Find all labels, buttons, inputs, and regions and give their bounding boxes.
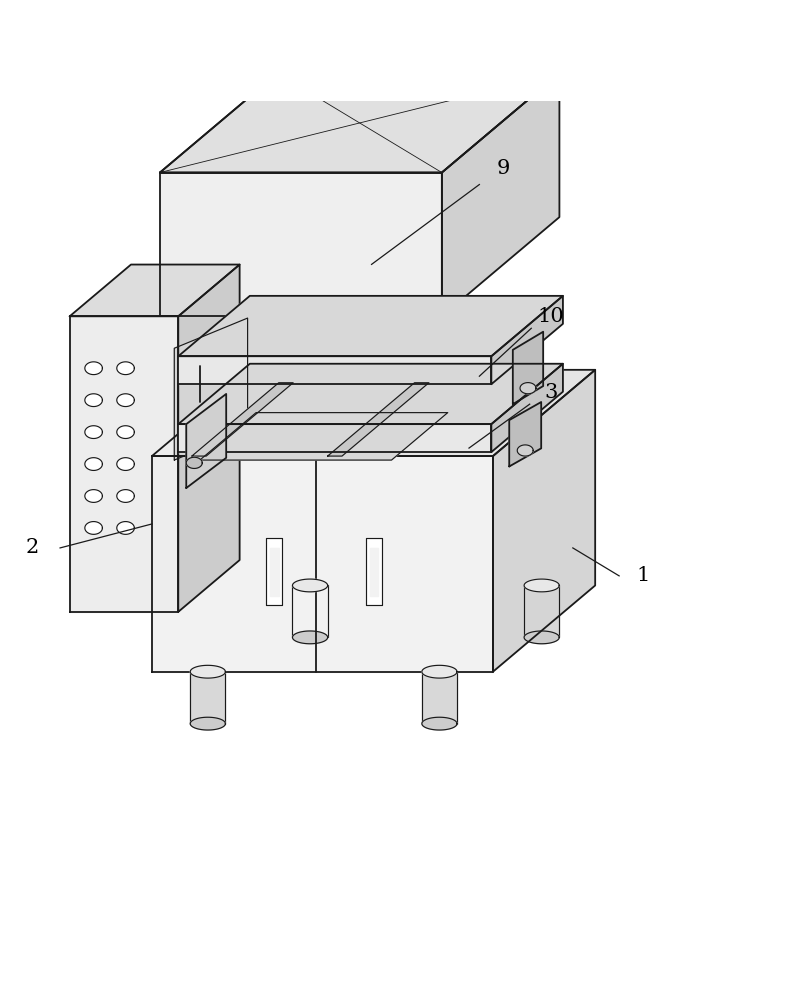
- Polygon shape: [328, 383, 429, 456]
- Polygon shape: [117, 458, 134, 470]
- Text: 3: 3: [545, 383, 558, 402]
- Polygon shape: [160, 73, 559, 173]
- Polygon shape: [524, 579, 559, 592]
- Polygon shape: [491, 296, 563, 384]
- Polygon shape: [190, 672, 225, 724]
- Polygon shape: [509, 402, 541, 466]
- Polygon shape: [178, 356, 491, 384]
- Polygon shape: [370, 548, 378, 596]
- Polygon shape: [366, 538, 382, 605]
- Polygon shape: [160, 73, 559, 173]
- Polygon shape: [152, 456, 493, 672]
- Polygon shape: [85, 394, 102, 407]
- Polygon shape: [190, 717, 225, 730]
- Polygon shape: [517, 445, 533, 456]
- Polygon shape: [292, 585, 328, 637]
- Polygon shape: [160, 173, 442, 316]
- Polygon shape: [190, 665, 225, 678]
- Polygon shape: [152, 370, 596, 456]
- Polygon shape: [69, 316, 178, 612]
- Polygon shape: [292, 631, 328, 644]
- Polygon shape: [178, 265, 240, 612]
- Polygon shape: [524, 585, 559, 637]
- Text: 2: 2: [26, 538, 39, 557]
- Polygon shape: [178, 296, 563, 356]
- Polygon shape: [524, 631, 559, 644]
- Polygon shape: [493, 370, 596, 672]
- Polygon shape: [491, 364, 563, 452]
- Polygon shape: [117, 490, 134, 502]
- Polygon shape: [174, 318, 248, 460]
- Polygon shape: [85, 522, 102, 534]
- Polygon shape: [117, 426, 134, 439]
- Text: 9: 9: [496, 159, 510, 178]
- Polygon shape: [442, 73, 559, 316]
- Polygon shape: [85, 426, 102, 439]
- Polygon shape: [85, 458, 102, 470]
- Text: 10: 10: [538, 307, 565, 326]
- Polygon shape: [85, 490, 102, 502]
- Polygon shape: [178, 424, 491, 452]
- Text: 1: 1: [637, 566, 650, 585]
- Polygon shape: [422, 672, 457, 724]
- Polygon shape: [422, 665, 457, 678]
- Polygon shape: [178, 364, 563, 424]
- Polygon shape: [292, 579, 328, 592]
- Polygon shape: [200, 413, 448, 460]
- Polygon shape: [512, 332, 543, 404]
- Polygon shape: [270, 548, 278, 596]
- Polygon shape: [422, 717, 457, 730]
- Polygon shape: [186, 457, 203, 468]
- Polygon shape: [117, 394, 134, 407]
- Polygon shape: [192, 383, 293, 456]
- Polygon shape: [85, 362, 102, 375]
- Polygon shape: [117, 522, 134, 534]
- Polygon shape: [69, 265, 240, 316]
- Polygon shape: [117, 362, 134, 375]
- Polygon shape: [266, 538, 282, 605]
- Polygon shape: [520, 383, 536, 394]
- Polygon shape: [186, 394, 226, 488]
